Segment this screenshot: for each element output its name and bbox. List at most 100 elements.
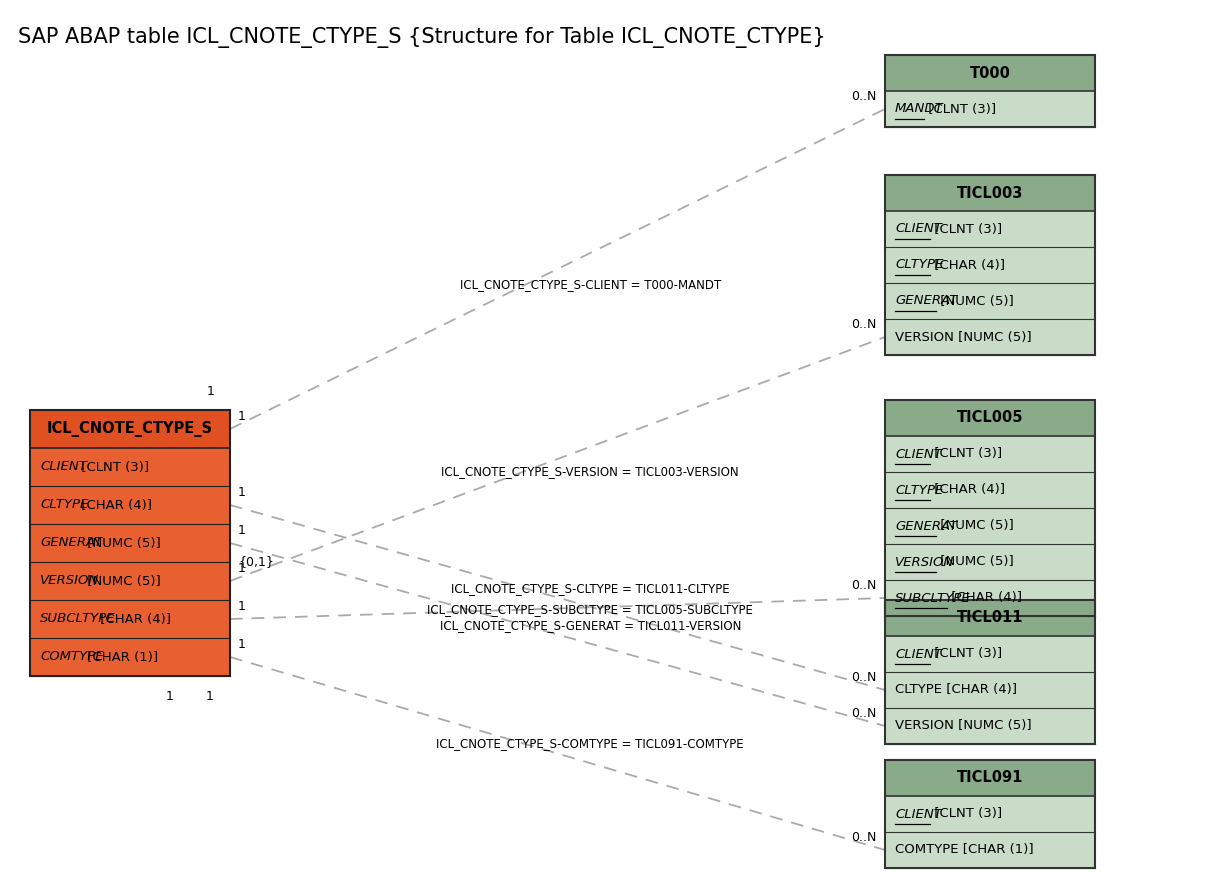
Text: ICL_CNOTE_CTYPE_S-VERSION = TICL003-VERSION: ICL_CNOTE_CTYPE_S-VERSION = TICL003-VERS… (441, 465, 739, 477)
Bar (885, 175, 1094, 211)
Bar (885, 319, 1094, 355)
Text: ICL_CNOTE_CTYPE_S-SUBCLTYPE = TICL005-SUBCLTYPE: ICL_CNOTE_CTYPE_S-SUBCLTYPE = TICL005-SU… (427, 603, 753, 616)
Text: 0..N: 0..N (851, 671, 877, 684)
Text: MANDT: MANDT (895, 102, 944, 116)
Text: 1: 1 (206, 690, 214, 703)
Bar (885, 600, 1094, 744)
Bar (885, 283, 1094, 319)
Text: 1: 1 (238, 486, 246, 499)
Text: TICL091: TICL091 (957, 771, 1023, 786)
Text: SUBCLTYPE: SUBCLTYPE (895, 591, 970, 605)
Bar (885, 400, 1094, 616)
Text: ICL_CNOTE_CTYPE_S-COMTYPE = TICL091-COMTYPE: ICL_CNOTE_CTYPE_S-COMTYPE = TICL091-COMT… (437, 737, 744, 750)
Text: COMTYPE [CHAR (1)]: COMTYPE [CHAR (1)] (895, 844, 1034, 856)
Text: [CHAR (4)]: [CHAR (4)] (77, 499, 152, 511)
Text: VERSION: VERSION (40, 574, 100, 588)
Bar (885, 832, 1094, 868)
Text: 0..N: 0..N (851, 318, 877, 331)
Text: CLTYPE: CLTYPE (895, 484, 944, 496)
Bar (885, 211, 1094, 247)
Text: 0..N: 0..N (851, 707, 877, 720)
Bar (885, 580, 1094, 616)
Text: 1: 1 (238, 600, 246, 613)
Text: [NUMC (5)]: [NUMC (5)] (935, 556, 1013, 568)
Text: VERSION [NUMC (5)]: VERSION [NUMC (5)] (895, 719, 1031, 733)
Text: 0..N: 0..N (851, 90, 877, 103)
Text: CLIENT: CLIENT (895, 222, 942, 236)
Text: 0..N: 0..N (851, 579, 877, 592)
Text: VERSION: VERSION (895, 556, 955, 568)
Text: CLIENT: CLIENT (895, 647, 942, 661)
Text: {0,1}: {0,1} (238, 556, 274, 568)
Text: [CHAR (4)]: [CHAR (4)] (930, 484, 1004, 496)
Text: [NUMC (5)]: [NUMC (5)] (935, 519, 1013, 533)
Text: GENERAT: GENERAT (40, 536, 102, 549)
Text: [CHAR (4)]: [CHAR (4)] (930, 259, 1004, 271)
Bar (885, 55, 1094, 127)
Text: CLIENT: CLIENT (895, 447, 942, 461)
Text: TICL003: TICL003 (957, 186, 1023, 201)
Text: GENERAT: GENERAT (895, 519, 957, 533)
Text: CLTYPE: CLTYPE (895, 259, 944, 271)
Bar (30, 524, 230, 562)
Bar (885, 672, 1094, 708)
Bar (885, 436, 1094, 472)
Bar (30, 486, 230, 524)
Text: 1: 1 (238, 410, 246, 423)
Bar (885, 760, 1094, 796)
Text: 1: 1 (238, 524, 246, 537)
Text: [CLNT (3)]: [CLNT (3)] (924, 102, 996, 116)
Bar (885, 600, 1094, 636)
Bar (30, 410, 230, 448)
Bar (885, 175, 1094, 355)
Text: [CHAR (4)]: [CHAR (4)] (947, 591, 1023, 605)
Text: [CHAR (1)]: [CHAR (1)] (84, 651, 158, 663)
Bar (885, 796, 1094, 832)
Text: SUBCLTYPE: SUBCLTYPE (40, 613, 116, 626)
Text: ICL_CNOTE_CTYPE_S-CLTYPE = TICL011-CLTYPE: ICL_CNOTE_CTYPE_S-CLTYPE = TICL011-CLTYP… (451, 581, 730, 595)
Text: CLIENT: CLIENT (895, 807, 942, 821)
Text: [NUMC (5)]: [NUMC (5)] (84, 574, 162, 588)
Bar (885, 508, 1094, 544)
Text: 0..N: 0..N (851, 831, 877, 844)
Bar (30, 410, 230, 676)
Bar (885, 91, 1094, 127)
Text: 1: 1 (207, 385, 215, 398)
Text: [CLNT (3)]: [CLNT (3)] (930, 222, 1002, 236)
Text: TICL011: TICL011 (957, 611, 1023, 626)
Bar (30, 448, 230, 486)
Text: [CHAR (4)]: [CHAR (4)] (96, 613, 170, 626)
Bar (885, 708, 1094, 744)
Text: 1: 1 (238, 562, 246, 575)
Bar (30, 562, 230, 600)
Bar (885, 760, 1094, 868)
Bar (885, 247, 1094, 283)
Text: GENERAT: GENERAT (895, 294, 957, 308)
Text: [NUMC (5)]: [NUMC (5)] (935, 294, 1013, 308)
Text: ICL_CNOTE_CTYPE_S: ICL_CNOTE_CTYPE_S (47, 421, 213, 437)
Text: ICL_CNOTE_CTYPE_S-GENERAT = TICL011-VERSION: ICL_CNOTE_CTYPE_S-GENERAT = TICL011-VERS… (439, 619, 741, 632)
Text: 1: 1 (238, 638, 246, 651)
Text: 1: 1 (167, 690, 174, 703)
Text: SAP ABAP table ICL_CNOTE_CTYPE_S {Structure for Table ICL_CNOTE_CTYPE}: SAP ABAP table ICL_CNOTE_CTYPE_S {Struct… (18, 28, 826, 49)
Text: CLTYPE [CHAR (4)]: CLTYPE [CHAR (4)] (895, 684, 1017, 696)
Text: T000: T000 (969, 66, 1010, 81)
Bar (885, 472, 1094, 508)
Bar (30, 638, 230, 676)
Text: COMTYPE: COMTYPE (40, 651, 103, 663)
Text: [CLNT (3)]: [CLNT (3)] (77, 461, 150, 474)
Text: TICL005: TICL005 (957, 411, 1023, 426)
Text: VERSION [NUMC (5)]: VERSION [NUMC (5)] (895, 331, 1031, 343)
Bar (30, 600, 230, 638)
Bar (885, 400, 1094, 436)
Text: CLTYPE: CLTYPE (40, 499, 89, 511)
Bar (885, 544, 1094, 580)
Bar (885, 636, 1094, 672)
Text: [CLNT (3)]: [CLNT (3)] (930, 447, 1002, 461)
Text: CLIENT: CLIENT (40, 461, 86, 474)
Text: [CLNT (3)]: [CLNT (3)] (930, 807, 1002, 821)
Bar (885, 55, 1094, 91)
Text: [CLNT (3)]: [CLNT (3)] (930, 647, 1002, 661)
Text: [NUMC (5)]: [NUMC (5)] (84, 536, 162, 549)
Text: ICL_CNOTE_CTYPE_S-CLIENT = T000-MANDT: ICL_CNOTE_CTYPE_S-CLIENT = T000-MANDT (460, 278, 721, 292)
